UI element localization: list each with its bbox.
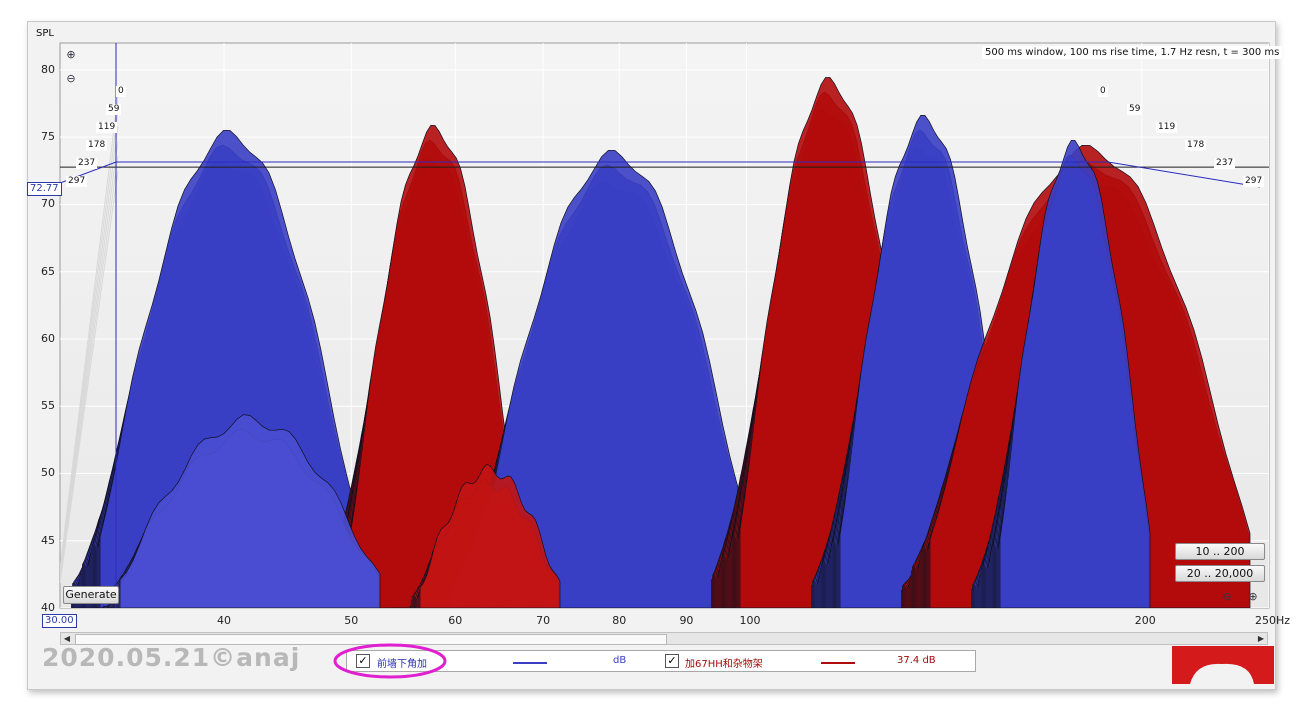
- y-axis-label: SPL: [36, 28, 54, 39]
- legend-bar: ✓ 前墙下角加 dB ✓ 加67HH和杂物架 37.4 dB: [346, 650, 976, 672]
- red-logo-icon: [1172, 646, 1274, 684]
- time-tick-label-left: 178: [86, 140, 108, 151]
- time-tick-label-left: 59: [106, 104, 122, 115]
- time-tick-label-right: 119: [1156, 122, 1178, 133]
- time-tick-label-left: 0: [116, 86, 126, 97]
- y-tick-label: 65: [41, 264, 55, 278]
- watermark-text: 2020.05.21©anaj: [42, 643, 301, 672]
- blue-surface-band: [479, 149, 751, 608]
- time-tick-label-right: 297: [1243, 176, 1265, 187]
- x-tick-label: 70: [536, 614, 551, 627]
- x-tick-label: 80: [612, 614, 627, 627]
- y-tick-label: 45: [41, 533, 55, 547]
- series2-line-swatch: [821, 662, 855, 664]
- depth-gridline: [60, 95, 119, 569]
- series1-value: dB: [613, 655, 627, 666]
- x-tick-label: 100: [739, 614, 761, 627]
- y-tick-label: 75: [41, 130, 55, 144]
- depth-gridline: [60, 110, 119, 572]
- series1-line-swatch: [513, 662, 547, 664]
- y-tick-label: 50: [41, 466, 55, 480]
- zoom-in-y-icon[interactable]: ⊕: [66, 48, 76, 61]
- zoom-out-y-icon[interactable]: ⊖: [66, 72, 76, 85]
- range-10-200-button[interactable]: 10 .. 200: [1175, 543, 1265, 560]
- depth-gridline: [60, 155, 119, 581]
- series1-name: 前墙下角加: [377, 659, 427, 670]
- time-tick-label-left: 237: [76, 158, 98, 169]
- range-20-20000-button[interactable]: 20 .. 20,000: [1175, 565, 1265, 582]
- series2-checkbox[interactable]: ✓: [665, 654, 679, 668]
- series2-name: 加67HH和杂物架: [685, 659, 763, 670]
- time-tick-label-right: 237: [1214, 158, 1236, 169]
- zoom-out-x-icon[interactable]: ⊖: [1222, 590, 1232, 603]
- time-tick-label-right: 178: [1185, 140, 1207, 151]
- blue-surface-band: [999, 139, 1151, 608]
- x-start-field[interactable]: 30.00: [42, 614, 77, 628]
- highlight-ellipse: [333, 643, 447, 679]
- y-tick-label: 55: [41, 399, 55, 413]
- time-tick-label-right: 59: [1127, 104, 1143, 115]
- series2-value: 37.4 dB: [897, 655, 936, 666]
- x-tick-label: 60: [448, 614, 463, 627]
- time-tick-label-right: 0: [1098, 86, 1108, 97]
- x-tick-label: 200: [1134, 614, 1156, 627]
- x-tick-label: 40: [217, 614, 232, 627]
- window-info-label: 500 ms window, 100 ms rise time, 1.7 Hz …: [982, 46, 1283, 59]
- depth-gridline: [60, 170, 119, 584]
- reference-lines: [60, 43, 1269, 608]
- time-tick-label-left: 119: [96, 122, 118, 133]
- x-tick-label: 90: [679, 614, 694, 627]
- generate-button[interactable]: Generate: [63, 586, 119, 604]
- depth-axis-line: [60, 161, 1261, 188]
- y-tick-label: 40: [41, 601, 55, 614]
- y-tick-label: 70: [41, 197, 55, 211]
- zoom-in-x-icon[interactable]: ⊕: [1248, 590, 1258, 603]
- waterfall-surface: [71, 77, 1251, 608]
- red-front-slice: [419, 464, 561, 608]
- scroll-left-icon[interactable]: ◀: [63, 634, 71, 643]
- cursor-value-label: 72.77: [27, 182, 62, 196]
- horizontal-scrollbar[interactable]: ◀ ▶: [60, 632, 1268, 645]
- time-tick-label-left: 297: [66, 176, 88, 187]
- depth-gridline: [60, 140, 119, 578]
- scroll-right-icon[interactable]: ▶: [1257, 634, 1265, 643]
- y-tick-label: 60: [41, 331, 55, 345]
- x-tick-label: 50: [344, 614, 359, 627]
- blue-front-slice: [119, 414, 381, 608]
- series1-checkbox[interactable]: ✓: [356, 654, 370, 668]
- y-tick-label: 80: [41, 62, 55, 76]
- x-tick-label: 250Hz: [1255, 614, 1291, 627]
- depth-gridline: [60, 125, 119, 575]
